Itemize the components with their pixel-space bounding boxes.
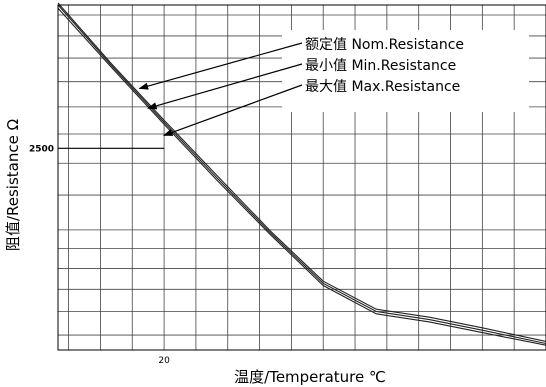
annotation-label-en: Max.Resistance (351, 79, 460, 95)
annotation-label-cn: 最小值 (305, 58, 351, 74)
series-line-nom-resistance (57, 2, 546, 343)
legend-background (282, 30, 529, 112)
annotation-label-nom-resistance: 额定值 Nom.Resistance (305, 37, 464, 53)
plot-frame (57, 4, 546, 351)
annotation-arrow (138, 42, 303, 90)
annotation-arrow (147, 63, 303, 110)
annotation-label-cn: 额定值 (305, 37, 351, 53)
annotation-label-cn: 最大值 (305, 79, 351, 95)
annotation-label-max-resistance: 最大值 Max.Resistance (305, 79, 460, 95)
annotation-label-en: Nom.Resistance (351, 37, 464, 53)
series-line-max-resistance (57, 4, 546, 345)
series-line-min-resistance (57, 7, 546, 346)
y-tick-label: 2500 (29, 144, 54, 154)
y-axis-label: 阻值/Resistance Ω (4, 119, 22, 251)
annotation-label-min-resistance: 最小值 Min.Resistance (305, 58, 456, 74)
tick-labels: 20 2500 (29, 144, 170, 366)
annotation-arrow (162, 84, 303, 136)
x-tick-label: 20 (158, 356, 170, 366)
x-axis-label: 温度/Temperature ℃ (234, 368, 386, 386)
series-lines (57, 2, 546, 346)
annotation-label-en: Min.Resistance (351, 58, 456, 74)
